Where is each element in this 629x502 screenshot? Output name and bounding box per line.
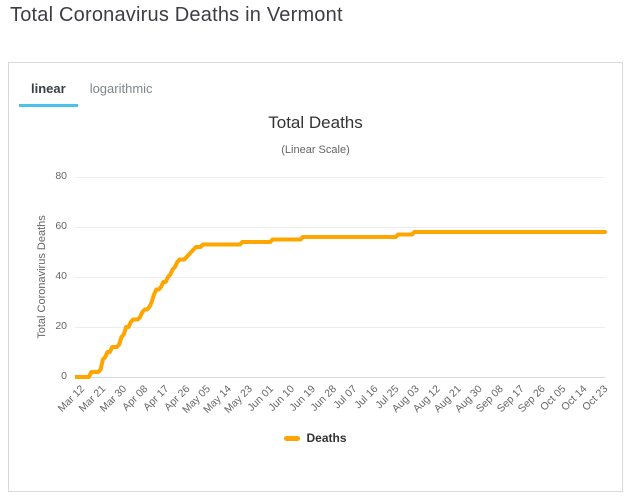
page-title: Total Coronavirus Deaths in Vermont (10, 4, 343, 26)
tab-linear[interactable]: linear (19, 73, 78, 107)
legend-label: Deaths (306, 431, 347, 445)
y-tick-label: 20 (55, 320, 67, 332)
y-tick-label: 60 (55, 220, 67, 232)
y-axis-title: Total Coronavirus Deaths (36, 215, 48, 339)
tab-logarithmic[interactable]: logarithmic (89, 81, 153, 96)
deaths-series-marker (284, 435, 301, 441)
chart-title: Total Deaths (268, 113, 363, 132)
y-tick-label: 40 (55, 270, 67, 282)
line-plot (75, 177, 607, 379)
scale-tabs: linear logarithmic (9, 63, 622, 107)
deaths-line-series[interactable] (75, 230, 607, 379)
y-tick-label: 0 (61, 370, 67, 382)
y-tick-label: 80 (55, 170, 67, 182)
chart-subtitle: (Linear Scale) (281, 144, 350, 156)
legend-item-deaths[interactable]: Deaths (8, 431, 623, 445)
